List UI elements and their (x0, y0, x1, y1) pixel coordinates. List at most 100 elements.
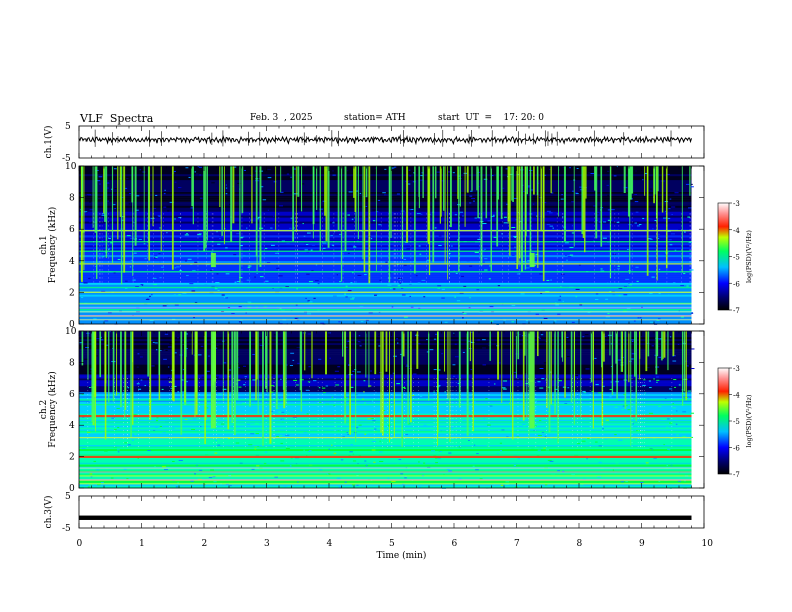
ch2-spectrogram-speck (677, 484, 682, 486)
ch1-spectrogram-speck (218, 282, 220, 284)
ch2-spectrogram-speck (457, 382, 460, 384)
ch2-spectrogram-speck (566, 356, 570, 358)
ch1-spectrogram-speck (338, 321, 341, 323)
ch2-spectrogram-speck (83, 358, 88, 360)
ch2-spectrogram-speck (370, 370, 372, 372)
ch1-spectrogram-speck (488, 278, 491, 280)
ch1-spectrogram-speck (607, 170, 610, 172)
ch1-spectrogram-speck (361, 230, 363, 232)
ch2-spectrogram-speck (672, 407, 676, 409)
ch2-spectrogram-speck (661, 418, 666, 420)
ch2-spectrogram-speck (370, 418, 375, 420)
ch1-spectrogram-speck (661, 192, 666, 194)
ch1-spectrogram-speck (464, 218, 467, 220)
ch2-spectrogram-row (79, 356, 692, 359)
ch2-spectrogram-sferic (645, 331, 648, 372)
ch1-spectrogram-row (79, 246, 692, 250)
ch1-spectrogram-speck (410, 306, 414, 308)
ch1-spectrogram-sferic (466, 166, 469, 193)
ch1-spectrogram-sferic (375, 166, 377, 271)
ch2-spectrogram-sferic (124, 331, 127, 410)
ch1-spectrogram-speck (225, 247, 228, 249)
ch1-spectrogram-speck (382, 192, 386, 194)
ch1-spectrogram-speck (330, 188, 335, 190)
ch1-spectrogram-row (79, 310, 692, 313)
ch1-spectrogram-sferic (241, 166, 244, 214)
ch2-spectrogram-speck (164, 469, 169, 471)
ch2-spectrogram-speck (426, 338, 428, 340)
ch1-spectrogram-speck (101, 290, 106, 292)
ch1-spectrogram-speck (351, 218, 354, 220)
ch1-spectrogram-speck (389, 290, 393, 292)
ch2-spectrogram-speck (191, 428, 196, 430)
ch2-spectrogram-speck (291, 422, 296, 424)
ch1-spectrogram-speck (95, 180, 101, 182)
ch1-spectrogram-speck (503, 222, 508, 224)
ch1-spectrogram-speck (357, 274, 362, 276)
ch2-spectrogram-speck (458, 445, 461, 447)
ch1-spectrogram-speck (514, 246, 516, 248)
ch1-spectrogram-speck (330, 234, 333, 236)
ch2-spectrogram-sferic (147, 331, 149, 377)
ch2-spectrogram-speck (396, 342, 399, 344)
ch1-spectrogram-speck (634, 222, 637, 224)
ch1-spectrogram-sferic (629, 166, 631, 274)
ch2-spectrogram-sferic (683, 331, 686, 392)
ch2-spectrogram-speck (220, 435, 225, 437)
ch1-spectrogram-speck (423, 296, 426, 298)
ch2-spectrogram-speck (352, 370, 355, 372)
ch1-spectrogram-sferic (94, 166, 97, 233)
ch2-spectrogram-speck (462, 351, 465, 353)
ch2-spectrogram-speck (686, 365, 689, 367)
ch2-spectrogram-speck (276, 407, 280, 409)
ch2-spectrogram-speck (513, 465, 516, 467)
ch1-spectrogram-speck (481, 261, 485, 263)
ch2-spectrogram-speck (331, 420, 334, 422)
ch2-spectrogram-speck (676, 434, 680, 436)
ch2-spectrogram-speck (199, 331, 203, 333)
ch1-spectrogram-sferic (324, 166, 326, 216)
ch2-spectrogram-speck (424, 394, 426, 396)
ch1-spectrogram-speck (596, 213, 600, 215)
ch1-spectrogram-speck (135, 209, 139, 211)
ch2-spectrogram-speck (540, 334, 544, 336)
ch2-spectrogram-speck (85, 346, 89, 348)
ch1-spectrogram-sferic (533, 166, 535, 195)
ch1-spectrogram-speck (317, 283, 320, 285)
ch2-spectrogram-sferic (472, 331, 474, 432)
ch1-spectrogram-speck (151, 294, 153, 296)
ch2-spectrogram-speck (412, 395, 415, 397)
ch2-spectrogram-sferic (194, 331, 196, 418)
ch2-spectrogram-speck (417, 343, 421, 345)
ch1-spectrogram-sferic (418, 166, 420, 209)
ch1-spectrogram-speck (684, 231, 686, 233)
ch2-spectrogram-speck (554, 388, 558, 390)
ch1-spectrogram-speck (391, 167, 395, 169)
ch1-spectrogram-speck (590, 173, 595, 175)
ch1-spectrogram-row (79, 205, 692, 208)
ch1-spectrogram-speck (129, 238, 134, 240)
ch1-spectrogram-row (79, 169, 692, 173)
ch2-spectrogram-speck (99, 337, 103, 339)
ch2-spectrogram-speck (503, 388, 507, 390)
ch2-spectrogram-speck (420, 395, 423, 397)
ch1-spectrogram-speck (375, 211, 379, 213)
ch2-spectrogram-row (79, 484, 692, 487)
ch2-spectrogram-row (79, 397, 692, 400)
ch2-spectrogram-colorbar-label: log(PSD)(V²/Hz) (745, 394, 753, 447)
ch1-spectrogram-speck (159, 230, 161, 232)
ch2-spectrogram-speck (689, 436, 694, 438)
ch1-spectrogram-sferic (689, 166, 691, 196)
ch1-spectrogram-speck (440, 180, 445, 182)
ch1-spectrogram-speck (665, 265, 670, 267)
ch1-spectrogram-band (79, 271, 692, 273)
ch1-spectrogram-speck (562, 234, 565, 236)
x-tick-label: 7 (514, 539, 520, 549)
ch2-spectrogram-speck (547, 459, 552, 461)
ch1-spectrogram-speck (522, 261, 526, 263)
ch1-spectrogram-speck (124, 280, 128, 282)
ch1-spectrogram-speck (312, 244, 315, 246)
ch1-spectrogram-speck (266, 262, 271, 264)
ch2-spectrogram-sferic (257, 331, 259, 414)
ch1-spectrogram-speck (552, 204, 554, 206)
